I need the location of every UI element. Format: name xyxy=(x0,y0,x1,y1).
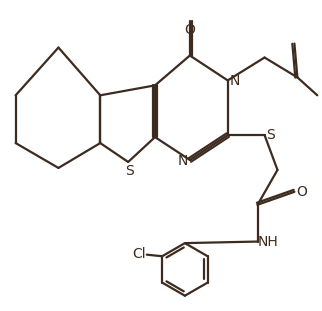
Text: N: N xyxy=(178,154,188,168)
Text: O: O xyxy=(185,23,195,37)
Text: S: S xyxy=(125,164,134,178)
Text: N: N xyxy=(230,74,240,88)
Text: S: S xyxy=(267,128,275,142)
Text: Cl: Cl xyxy=(132,247,146,261)
Text: O: O xyxy=(296,185,307,199)
Text: NH: NH xyxy=(258,234,278,248)
